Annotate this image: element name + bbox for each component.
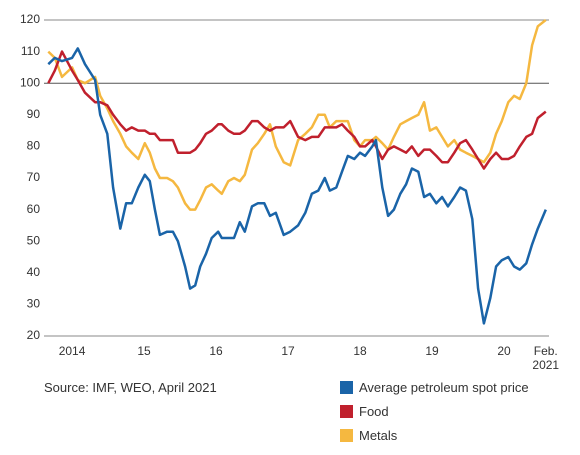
y-tick-label: 40 [27,265,41,279]
y-tick-label: 100 [20,75,40,89]
y-tick-label: 90 [27,107,41,121]
x-tick-label: 20 [497,344,511,358]
legend-item: Average petroleum spot price [340,380,529,395]
y-tick-label: 50 [27,233,41,247]
y-tick-label: 70 [27,170,41,184]
legend-label: Average petroleum spot price [359,380,529,395]
legend-swatch [340,405,353,418]
source: Source: IMF, WEO, April 2021 [44,380,217,395]
x-tick-label: 19 [425,344,439,358]
legend-swatch [340,429,353,442]
legend-swatch [340,381,353,394]
x-tick-label: 2014 [58,344,86,358]
y-tick-label: 60 [27,202,41,216]
y-tick-label: 20 [27,328,41,342]
series-line [47,50,547,170]
legend-label: Food [359,404,389,419]
y-tick-label: 110 [21,44,40,58]
legend-item: Food [340,404,389,419]
y-tick-label: 80 [27,139,41,153]
y-tick-label: 120 [20,12,40,26]
x-tick-label: 16 [209,344,223,358]
y-tick-label: 30 [27,297,41,311]
x-tick-label: 18 [353,344,367,358]
x-tick-label: Feb. 2021 [532,344,560,372]
legend-item: Metals [340,428,397,443]
series-line [47,47,547,325]
x-tick-label: 15 [137,344,151,358]
legend-label: Metals [359,428,398,443]
series-line [47,19,547,211]
x-tick-label: 17 [281,344,295,358]
